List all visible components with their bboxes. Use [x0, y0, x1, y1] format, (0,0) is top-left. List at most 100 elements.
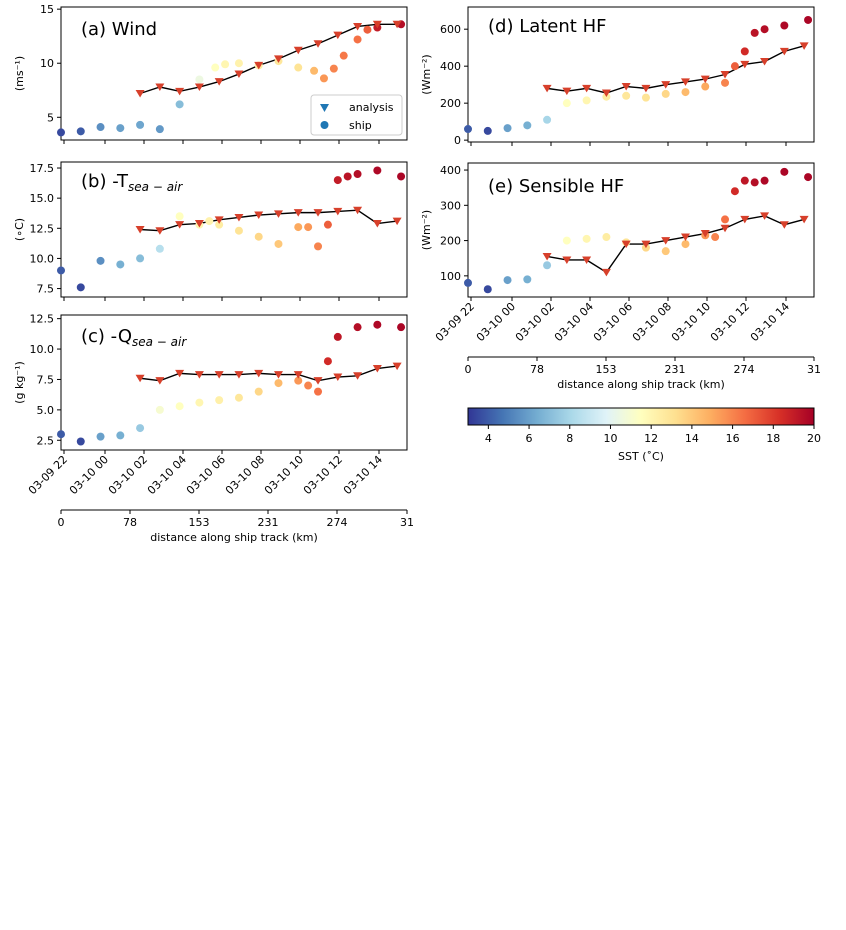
analysis-point — [641, 84, 651, 93]
ship-point — [373, 320, 382, 329]
analysis-point — [353, 22, 363, 31]
colorbar-gradient — [467, 407, 815, 426]
time-tick-label: 03-10 12 — [301, 453, 345, 497]
ship-point — [602, 233, 611, 242]
y-tick-label: 10.0 — [30, 252, 55, 265]
analysis-point — [799, 215, 809, 224]
distance-tick-label: 274 — [734, 363, 755, 376]
y-tick-label: 15 — [40, 3, 54, 16]
ship-point — [329, 64, 338, 73]
distance-tick-label: 153 — [189, 516, 210, 529]
analysis-point — [234, 213, 244, 222]
ship-point — [464, 278, 472, 287]
ship-point — [155, 125, 164, 134]
time-tick-label: 03-10 06 — [591, 300, 635, 344]
panel-title: (e) Sensible HF — [488, 176, 624, 197]
y-tick-label: 10.0 — [30, 343, 55, 356]
analysis-point — [234, 70, 244, 79]
analysis-point — [779, 47, 789, 56]
time-tick-label: 03-10 04 — [552, 300, 596, 344]
analysis-line — [546, 45, 805, 94]
colorbar-tick-label: 18 — [766, 432, 780, 445]
analysis-point — [293, 46, 303, 55]
y-tick-label: 10 — [40, 57, 54, 70]
analysis-point — [175, 221, 185, 229]
ship-point — [314, 387, 323, 396]
y-tick-label: 400 — [440, 164, 461, 177]
ship-point — [116, 124, 125, 133]
ship-point — [483, 126, 492, 135]
ship-point — [661, 89, 670, 98]
ship-point — [333, 176, 342, 185]
y-tick-label: 7.5 — [37, 373, 55, 386]
analysis-point — [254, 369, 264, 378]
analysis-point — [372, 219, 382, 228]
ship-point — [323, 220, 332, 229]
analysis-point — [194, 83, 204, 92]
analysis-point — [621, 240, 631, 249]
time-tick-label: 03-09 22 — [26, 453, 70, 497]
x-axis-label: distance along ship track (km) — [150, 531, 317, 544]
panel-title: (a) Wind — [81, 19, 157, 40]
distance-tick-label: 274 — [327, 516, 348, 529]
ship-point — [294, 376, 303, 385]
ship-point — [76, 437, 85, 446]
analysis-point — [641, 240, 651, 249]
distance-tick-label: 31 — [400, 516, 414, 529]
ship-point — [175, 100, 184, 109]
ship-point — [503, 276, 512, 285]
analysis-point — [542, 84, 552, 93]
analysis-point — [293, 209, 303, 217]
colorbar-tick-label: 12 — [644, 432, 658, 445]
analysis-line — [546, 215, 805, 274]
axes-frame — [60, 161, 408, 298]
analysis-point — [313, 40, 323, 48]
ship-point — [363, 25, 372, 34]
distance-tick-label: 31 — [807, 363, 821, 376]
legend-analysis-marker — [320, 104, 329, 112]
y-tick-label: 15.0 — [30, 192, 55, 205]
ship-point — [136, 120, 145, 129]
ship-point — [116, 260, 125, 269]
y-tick-label: 7.5 — [37, 283, 55, 296]
ship-point — [562, 99, 571, 108]
ship-point — [96, 432, 105, 441]
distance-tick-label: 0 — [465, 363, 472, 376]
legend-ship-label: ship — [349, 119, 372, 132]
time-tick-label: 03-10 00 — [474, 300, 518, 344]
analysis-point — [392, 217, 402, 226]
panel-title-subscript: sea − air — [132, 335, 187, 349]
panel-e: 100 200 300 400 (Wm⁻²) (e) Sensible HF 03-09 2… — [420, 162, 821, 391]
analysis-point — [175, 87, 185, 96]
analysis-point — [155, 83, 165, 92]
panel-b: 7.510.012.515.017.5(∘C)(b) -Tsea − air — [13, 161, 408, 301]
ship-point — [57, 430, 65, 439]
ship-point — [76, 127, 85, 136]
ship-point — [195, 398, 204, 407]
colorbar-tick-label: 14 — [685, 432, 699, 445]
ship-point — [397, 172, 406, 181]
ship-point — [804, 173, 813, 182]
analysis-point — [601, 268, 611, 277]
y-tick-label: 0 — [454, 134, 461, 147]
analysis-point — [392, 362, 402, 371]
analysis-point — [135, 374, 145, 383]
panel-title: (d) Latent HF — [488, 16, 606, 37]
colorbar-tick-label: 4 — [485, 432, 492, 445]
distance-tick-label: 78 — [530, 363, 544, 376]
analysis-point — [372, 20, 382, 29]
analysis-point — [661, 81, 671, 89]
ship-point — [136, 254, 145, 263]
analysis-point — [562, 87, 572, 96]
ship-point — [304, 381, 313, 390]
legend-ship-marker — [320, 121, 329, 129]
panel-title-subscript: sea − air — [128, 180, 183, 194]
ship-point — [343, 172, 352, 181]
y-axis-label: (∘C) — [13, 218, 26, 241]
analysis-point — [760, 212, 770, 220]
distance-tick-label: 153 — [596, 363, 617, 376]
colorbar-tick-label: 16 — [726, 432, 740, 445]
analysis-point — [700, 75, 710, 84]
analysis-point — [254, 211, 264, 220]
time-tick-label: 03-09 22 — [433, 300, 477, 344]
